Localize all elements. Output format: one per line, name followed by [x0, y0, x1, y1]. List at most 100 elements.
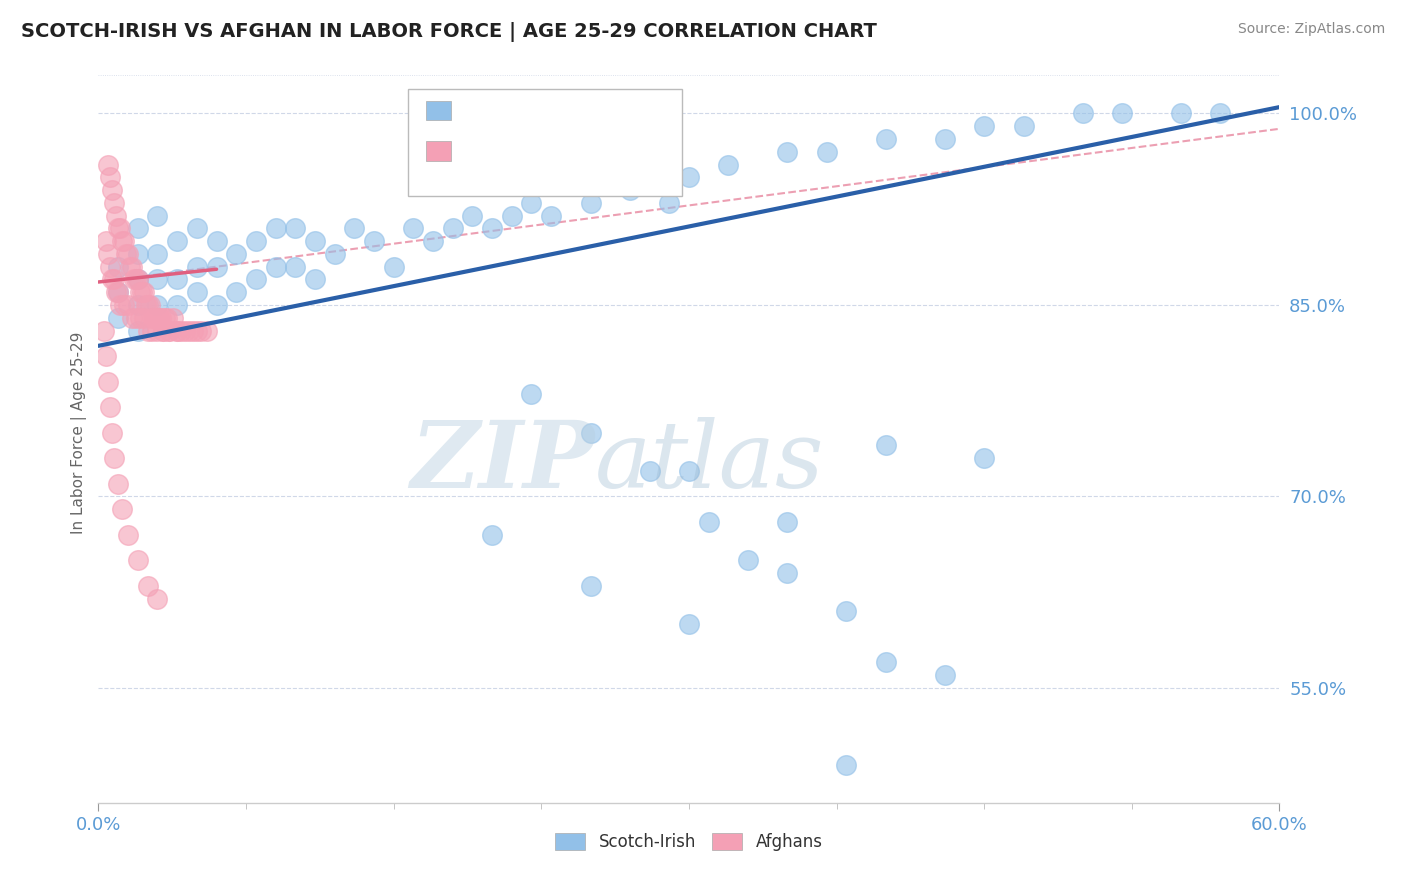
Text: atlas: atlas	[595, 417, 824, 508]
Point	[166, 324, 188, 338]
Point	[96, 349, 118, 363]
Point	[127, 553, 149, 567]
Point	[520, 195, 543, 210]
Point	[101, 272, 124, 286]
Point	[1111, 106, 1133, 120]
Point	[402, 221, 425, 235]
Point	[103, 195, 125, 210]
Point	[107, 476, 129, 491]
Point	[304, 272, 326, 286]
Point	[717, 157, 740, 171]
Point	[579, 425, 602, 440]
Point	[835, 604, 858, 618]
Point	[934, 132, 956, 146]
Point	[107, 221, 129, 235]
Point	[146, 298, 169, 312]
Point	[166, 298, 188, 312]
Point	[107, 310, 129, 325]
Point	[148, 310, 170, 325]
Point	[101, 183, 124, 197]
Point	[146, 209, 169, 223]
Point	[1071, 106, 1094, 120]
Point	[152, 324, 174, 338]
Point	[186, 221, 208, 235]
Point	[166, 272, 188, 286]
Point	[98, 170, 121, 185]
Point	[111, 234, 134, 248]
Point	[152, 324, 174, 338]
Text: R = 0.407   N = 67: R = 0.407 N = 67	[460, 108, 630, 126]
Point	[146, 272, 169, 286]
Point	[678, 170, 700, 185]
Point	[97, 157, 120, 171]
Point	[181, 324, 204, 338]
Point	[103, 272, 125, 286]
Point	[155, 310, 177, 325]
Point	[658, 195, 681, 210]
Point	[973, 451, 995, 466]
Point	[136, 324, 159, 338]
Point	[304, 234, 326, 248]
Point	[205, 234, 228, 248]
Point	[540, 209, 562, 223]
Point	[132, 285, 155, 300]
Point	[107, 285, 129, 300]
Point	[125, 310, 148, 325]
Point	[125, 272, 148, 286]
Point	[122, 272, 145, 286]
Point	[815, 145, 838, 159]
Point	[98, 260, 121, 274]
Point	[157, 324, 180, 338]
Point	[422, 234, 444, 248]
Point	[264, 260, 287, 274]
Point	[96, 234, 118, 248]
Point	[382, 260, 405, 274]
Y-axis label: In Labor Force | Age 25-29: In Labor Force | Age 25-29	[72, 332, 87, 533]
Point	[103, 451, 125, 466]
Point	[127, 324, 149, 338]
Point	[146, 591, 169, 606]
Point	[127, 221, 149, 235]
Point	[186, 285, 208, 300]
Point	[136, 298, 159, 312]
Point	[186, 324, 208, 338]
Point	[112, 234, 135, 248]
Point	[1012, 120, 1035, 134]
Point	[875, 438, 897, 452]
Point	[150, 310, 173, 325]
Text: SCOTCH-IRISH VS AFGHAN IN LABOR FORCE | AGE 25-29 CORRELATION CHART: SCOTCH-IRISH VS AFGHAN IN LABOR FORCE | …	[21, 22, 877, 42]
Point	[481, 221, 503, 235]
Point	[481, 527, 503, 541]
Point	[186, 260, 208, 274]
Point	[117, 527, 139, 541]
Point	[157, 324, 180, 338]
Point	[121, 310, 143, 325]
Point	[127, 298, 149, 312]
Point	[101, 425, 124, 440]
Point	[195, 324, 218, 338]
Point	[638, 464, 661, 478]
Point	[156, 310, 179, 325]
Point	[323, 247, 346, 261]
Point	[141, 324, 163, 338]
Point	[245, 272, 267, 286]
Point	[579, 579, 602, 593]
Point	[128, 310, 150, 325]
Point	[162, 310, 184, 325]
Point	[132, 310, 155, 325]
Point	[170, 324, 193, 338]
Point	[501, 209, 523, 223]
Point	[177, 324, 200, 338]
Point	[697, 515, 720, 529]
Point	[142, 310, 165, 325]
Point	[343, 221, 366, 235]
Point	[98, 400, 121, 414]
Point	[225, 247, 247, 261]
Point	[619, 183, 641, 197]
Point	[146, 324, 169, 338]
Text: ZIP: ZIP	[411, 417, 595, 508]
Point	[107, 260, 129, 274]
Point	[138, 298, 160, 312]
Point	[146, 310, 169, 325]
Point	[97, 375, 120, 389]
